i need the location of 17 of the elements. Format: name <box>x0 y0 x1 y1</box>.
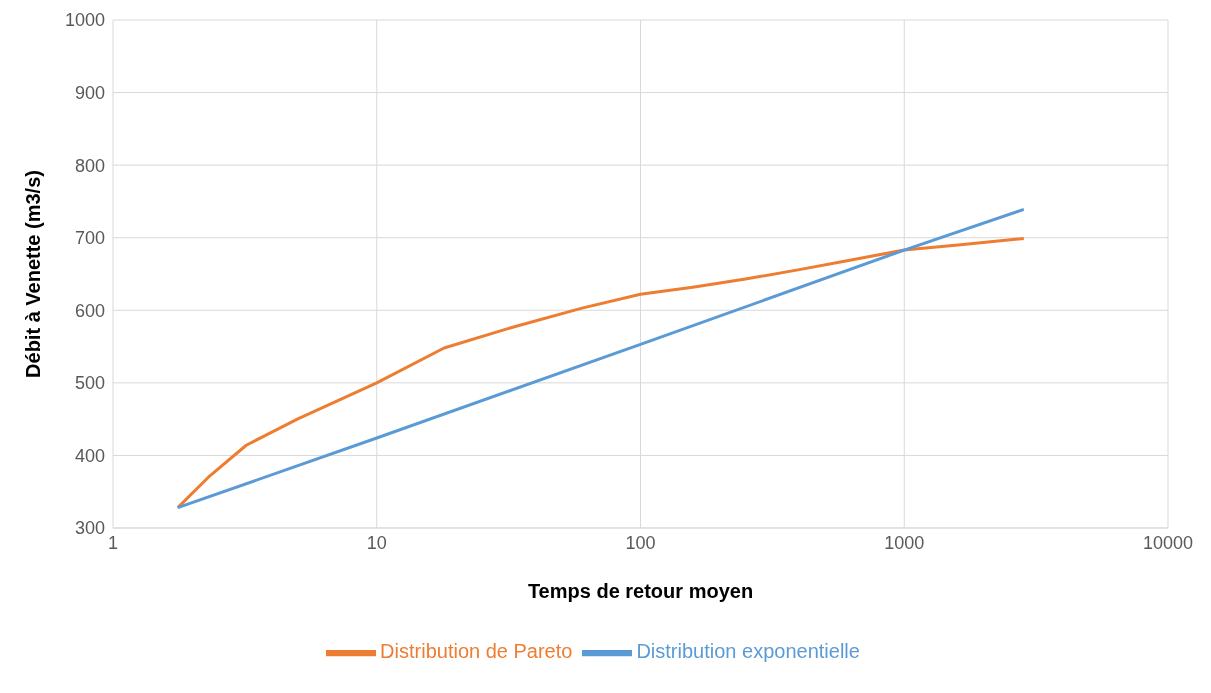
y-tick-label: 600 <box>74 300 105 321</box>
x-tick-label: 10000 <box>1142 532 1194 553</box>
x-tick-label: 100 <box>625 532 656 553</box>
y-tick-label: 500 <box>74 373 105 394</box>
y-tick-label: 800 <box>74 155 105 176</box>
y-tick-label: 1000 <box>64 10 105 31</box>
y-tick-label: 700 <box>74 228 105 249</box>
x-tick-label: 1 <box>107 532 119 553</box>
y-tick-label: 400 <box>74 445 105 466</box>
legend-label: Distribution de Pareto <box>380 640 573 663</box>
x-tick-label: 1000 <box>884 532 925 553</box>
y-axis-title: Débit à Venette (m3/s) <box>22 170 45 378</box>
x-axis-title: Temps de retour moyen <box>527 580 754 602</box>
legend-label: Distribution exponentielle <box>636 640 860 663</box>
x-tick-label: 10 <box>366 532 387 553</box>
y-tick-label: 300 <box>74 518 105 539</box>
y-tick-label: 900 <box>74 82 105 103</box>
